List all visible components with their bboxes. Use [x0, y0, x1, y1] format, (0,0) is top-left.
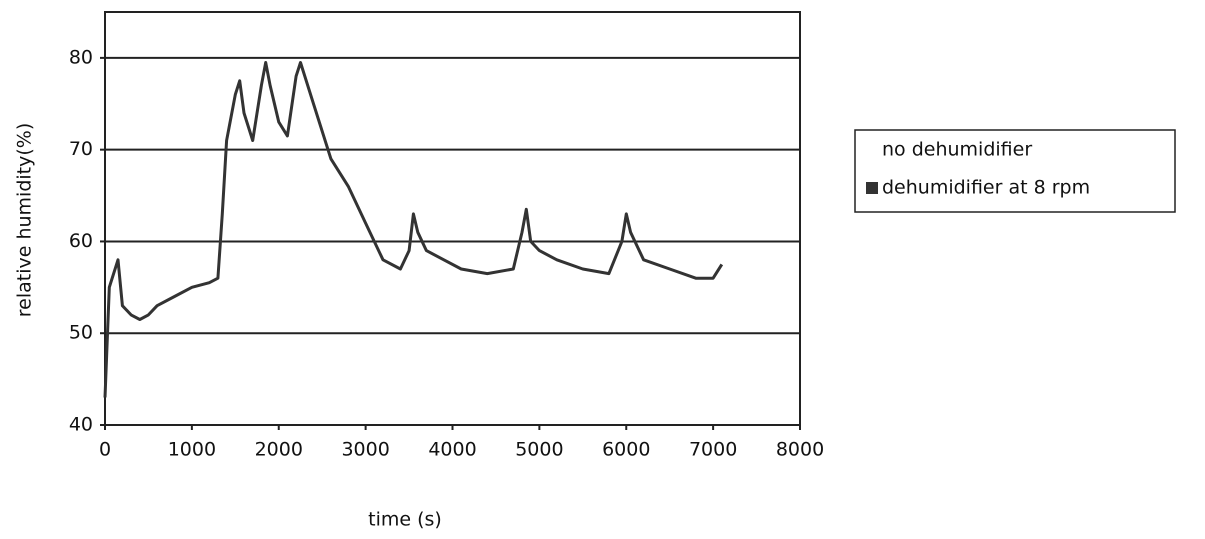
y-tick-label: 60: [69, 230, 93, 252]
x-tick-label: 1000: [168, 439, 216, 461]
y-axis-label: relative humidity(%): [14, 123, 36, 318]
y-tick-label: 50: [69, 322, 93, 344]
x-tick-label: 8000: [776, 439, 824, 461]
x-tick-label: 5000: [515, 439, 563, 461]
plot-frame: [104, 11, 801, 426]
y-tick-label: 80: [69, 46, 93, 68]
x-tick-label: 3000: [341, 439, 389, 461]
y-tick-label: 40: [69, 414, 93, 436]
x-axis-label: time (s): [368, 509, 442, 531]
legend-label: dehumidifier at 8 rpm: [882, 177, 1090, 199]
legend-marker: [866, 182, 878, 194]
legend-marker: [866, 144, 878, 156]
x-tick-label: 6000: [602, 439, 650, 461]
x-tick-label: 4000: [428, 439, 476, 461]
data-line: [103, 61, 724, 398]
legend: [854, 129, 1176, 213]
x-tick-label: 0: [99, 439, 111, 461]
y-tick-label: 70: [69, 138, 93, 160]
legend-label: no dehumidifier: [882, 139, 1032, 161]
x-tick-label: 7000: [689, 439, 737, 461]
x-tick-label: 2000: [255, 439, 303, 461]
